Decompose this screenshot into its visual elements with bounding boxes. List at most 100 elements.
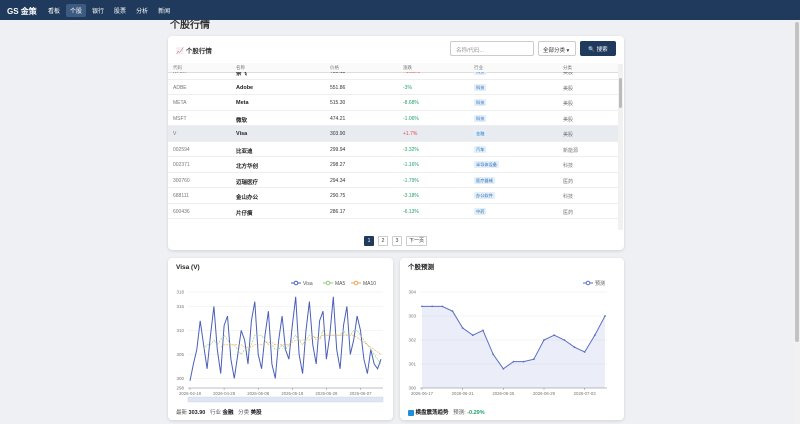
table-row[interactable]: 600436 片仔癀 286.17 -6.13% 中药 医药 [168, 204, 618, 219]
table-row[interactable]: ADBE Adobe 551.86 -3% 科技 美股 [168, 80, 618, 95]
table-cell: 290.75 [330, 193, 346, 199]
table-cell: 医药 [563, 209, 574, 216]
nav-item[interactable]: 新闻 [158, 9, 171, 15]
brand[interactable]: GS 金策 [7, 7, 37, 16]
point [593, 334, 596, 337]
line [220, 334, 382, 355]
cell: 办公软件 [474, 192, 495, 199]
table-cell: 286.17 [330, 208, 346, 215]
table-cell: -8.68% [403, 100, 419, 106]
x-tick-label: 2026-06-29 [533, 391, 556, 396]
table-cell: 科技 [563, 163, 574, 169]
table-cell: 美股 [563, 85, 574, 92]
table-row[interactable]: V Visa 303.90 +1.7% 金融 美股 [168, 126, 618, 142]
table-cell: -6.13% [403, 208, 419, 215]
table-scrollbar[interactable] [618, 64, 623, 230]
table-cell: 300760 [173, 177, 190, 184]
table-cell: 美股 [563, 72, 574, 76]
point [471, 334, 474, 337]
table-cell: 002371 [173, 162, 190, 168]
page-button[interactable]: 2 [378, 236, 388, 246]
next-button[interactable]: 下一页 [406, 236, 428, 246]
table-row[interactable]: MSFT 微软 474.21 -1.06% 科技 美股 [168, 111, 618, 126]
table-row[interactable]: 002371 北方华创 298.27 -1.16% 半导体设备 科技 [168, 157, 618, 173]
search-button[interactable]: 🔍 搜索 [580, 41, 616, 56]
cell: 科技 [474, 72, 487, 75]
table-cell: 688111 [173, 193, 189, 199]
x-tick-label: 2026-04-28 [213, 391, 236, 396]
point [482, 329, 484, 332]
y-tick-label: 318 [176, 290, 184, 295]
table-cell: 美股 [563, 101, 574, 107]
cell: 科技 [474, 99, 487, 106]
search-input[interactable]: 名称/代码... [450, 41, 534, 56]
industry-tag: 办公软件 [474, 192, 495, 199]
x-tick-label: 2026-06-17 [411, 391, 434, 396]
point [543, 339, 545, 341]
cell: 科技 [474, 114, 487, 122]
nav-bar: GS 金策 看板 个股 银行 股票 分析 新闻 [0, 0, 800, 20]
table-row[interactable]: NFLX 奈飞 755.18 +1.56% 科技 美股 [168, 72, 618, 80]
table-cell: Meta [236, 100, 249, 106]
table-row[interactable]: 002594 比亚迪 299.94 -3.32% 汽车 新能源 [168, 142, 618, 157]
table-cell: -1.79% [403, 177, 419, 184]
page-button[interactable]: 3 [392, 236, 402, 246]
table-cell: 515.30 [330, 100, 346, 106]
table-cell: 片仔癀 [236, 210, 253, 217]
nav-item[interactable]: 股票 [114, 9, 127, 15]
trend-text: 横盘震荡趋势 [415, 410, 449, 416]
chart-title: 个股预测 [407, 262, 435, 271]
y-tick-label: 303 [408, 314, 416, 319]
filter-text: 全部分类 [543, 48, 566, 54]
table-cell: META [173, 100, 187, 106]
industry-tag: 半导体设备 [474, 161, 499, 168]
x-tick-label: 2026-05-18 [281, 391, 304, 396]
nav-item[interactable]: 看板 [48, 9, 61, 15]
y-tick-label: 302 [408, 338, 416, 343]
page-scrollbar[interactable] [794, 20, 800, 424]
y-tick-label: 304 [408, 290, 416, 295]
page-button[interactable]: 1 [364, 236, 374, 246]
panel-title: 📈 个股行情 [176, 48, 212, 55]
table-cell: 551.86 [330, 84, 346, 91]
table-row[interactable]: 300760 迈瑞医疗 294.34 -1.79% 医疗器械 医药 [168, 173, 618, 188]
checkbox[interactable] [408, 409, 414, 416]
y-tick-label: 300 [176, 376, 184, 381]
forecast-label: 预测: [453, 410, 466, 416]
table-header: 代码 名称 价格 涨跌 行业 分类 [168, 63, 618, 73]
forecast-value: -0.29% [467, 410, 485, 416]
x-tick-label: 2026-04-18 [179, 391, 202, 396]
nav-item[interactable]: 分析 [136, 9, 149, 15]
y-tick-label: 301 [408, 362, 416, 367]
footer-label: 分类 [238, 410, 250, 416]
footer-value: 303.90 [188, 410, 206, 416]
table-cell: 金山办公 [236, 195, 259, 201]
point [441, 305, 444, 308]
point [583, 351, 586, 353]
industry-tag: 医疗器械 [474, 176, 495, 184]
table-cell: 美股 [563, 116, 574, 123]
legend-label: MA10 [363, 281, 376, 287]
table-cell: 新能源 [563, 147, 579, 154]
table-cell: 美股 [563, 132, 574, 138]
filter-select[interactable]: 全部分类 ▾ [538, 41, 576, 56]
column-header: 价格 [330, 65, 339, 70]
table-cell: 299.94 [330, 146, 346, 153]
y-tick-label: 298 [176, 386, 184, 391]
table-cell: 比亚迪 [236, 148, 253, 155]
point [492, 353, 495, 356]
table-cell: 298.27 [330, 162, 346, 168]
table-row[interactable]: 688111 金山办公 290.75 -3.18% 办公软件 科技 [168, 188, 618, 204]
legend-label: 预测 [595, 280, 605, 287]
cell: 中药 [474, 207, 487, 215]
nav-item[interactable]: 个股 [66, 4, 87, 17]
table-row[interactable]: META Meta 515.30 -8.68% 科技 美股 [168, 95, 618, 111]
point [502, 367, 505, 370]
area [422, 306, 605, 388]
nav-item[interactable]: 银行 [92, 9, 105, 15]
zoom-slider [187, 396, 384, 403]
point [553, 334, 556, 337]
point [451, 310, 454, 313]
table-cell: 600436 [173, 208, 190, 215]
